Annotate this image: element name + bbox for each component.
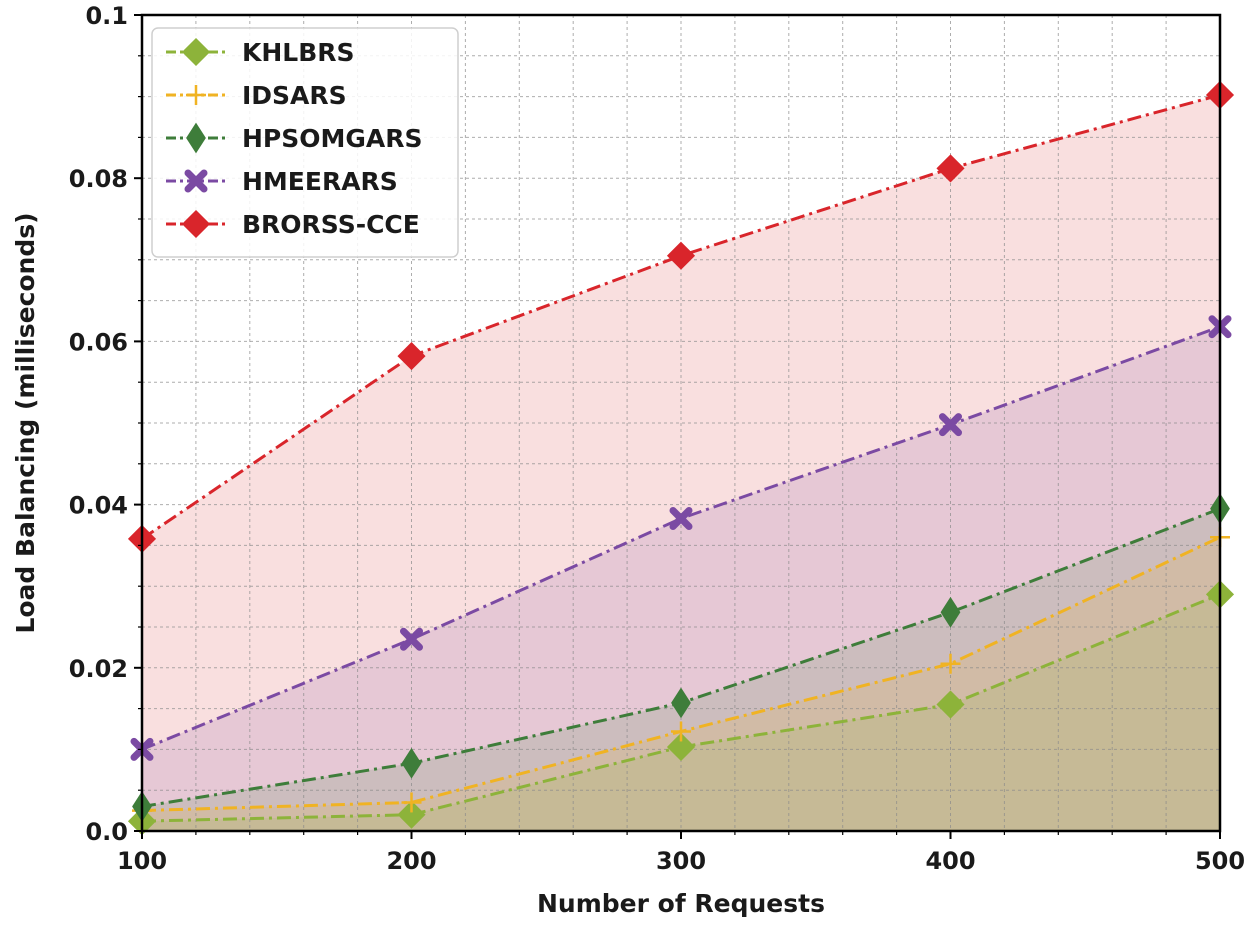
- data-point-khlbrs-300: [666, 732, 696, 762]
- legend-marker-brorss-cce: [181, 209, 211, 239]
- legend-label: IDSARS: [242, 81, 347, 110]
- x-tick-label: 100: [117, 847, 167, 875]
- y-axis-label: Load Balancing (milliseconds): [11, 212, 40, 633]
- legend-marker-hmeerars: [184, 169, 208, 193]
- data-point-brorss-cce-400: [936, 154, 965, 183]
- data-point-khlbrs-200: [397, 800, 426, 829]
- legend-marker-khlbrs: [181, 37, 211, 67]
- y-tick-label: 0.04: [69, 492, 128, 520]
- y-tick-label: 0.02: [69, 655, 128, 683]
- data-point-hmeerars-200: [400, 627, 423, 651]
- data-point-hpsomgars-400: [940, 596, 961, 628]
- data-point-idsars-400: [940, 653, 961, 674]
- x-axis-label: Number of Requests: [537, 889, 825, 918]
- area-fill-idsars: [142, 537, 1220, 831]
- legend-marker-hpsomgars: [186, 122, 206, 154]
- legend-box: [151, 27, 459, 258]
- data-point-hmeerars-300: [669, 506, 693, 530]
- x-tick-label: 300: [656, 847, 706, 875]
- y-tick-label: 0.06: [69, 328, 128, 356]
- y-tick-label: 0.0: [85, 818, 128, 846]
- data-point-brorss-cce-300: [666, 241, 696, 270]
- x-tick-label: 500: [1195, 847, 1245, 875]
- legend-marker-idsars: [186, 85, 206, 105]
- legend-label: HPSOMGARS: [242, 124, 423, 153]
- legend-item-hmeerars: HMEERARS: [166, 167, 398, 196]
- legend-item-idsars: IDSARS: [166, 81, 347, 110]
- legend-label: HMEERARS: [242, 167, 398, 196]
- legend-label: BRORSS-CCE: [242, 210, 420, 239]
- data-point-idsars-200: [401, 792, 422, 813]
- data-point-hpsomgars-200: [401, 747, 422, 779]
- legend: KHLBRS IDSARS HPSOMGARS HMEERARS BRORSS-CCE: [151, 27, 459, 258]
- data-point-khlbrs-400: [936, 690, 965, 719]
- legend-item-khlbrs: KHLBRS: [166, 37, 355, 67]
- area-fill-hpsomgars: [142, 508, 1220, 831]
- legend-item-brorss-cce: BRORSS-CCE: [166, 209, 420, 239]
- legend-item-hpsomgars: HPSOMGARS: [166, 122, 423, 154]
- data-point-hpsomgars-300: [671, 687, 691, 719]
- data-point-hmeerars-400: [939, 413, 962, 437]
- legend-label: KHLBRS: [242, 38, 355, 67]
- data-point-idsars-300: [671, 721, 691, 742]
- y-tick-label: 0.1: [85, 2, 128, 30]
- y-tick-label: 0.08: [69, 165, 128, 193]
- x-tick-label: 200: [386, 847, 436, 875]
- x-tick-label: 400: [925, 847, 975, 875]
- data-point-brorss-cce-200: [397, 342, 426, 371]
